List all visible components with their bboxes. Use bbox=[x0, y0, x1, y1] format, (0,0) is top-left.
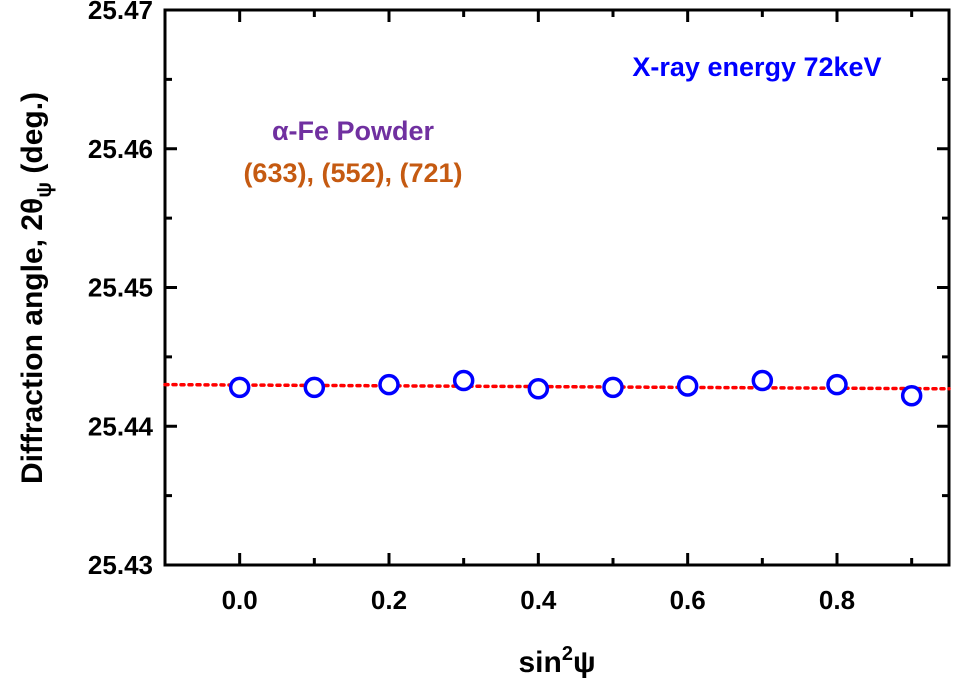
y-tick-label: 25.45 bbox=[88, 273, 153, 303]
plot-area bbox=[163, 8, 951, 567]
data-point bbox=[900, 384, 923, 407]
y-tick-label: 25.47 bbox=[88, 0, 153, 25]
data-point bbox=[303, 376, 326, 399]
x-tick-label: 0.4 bbox=[520, 585, 557, 615]
x-tick-label: 0.6 bbox=[670, 585, 706, 615]
data-point bbox=[378, 373, 400, 396]
x-tick-label: 0.2 bbox=[371, 585, 407, 615]
y-tick-label: 25.46 bbox=[88, 134, 153, 164]
y-axis-title-tail: (deg.) bbox=[16, 92, 49, 182]
data-point bbox=[751, 369, 774, 392]
data-points bbox=[228, 369, 923, 407]
annotation-material: α-Fe Powder bbox=[272, 116, 435, 146]
y-tick-label: 25.43 bbox=[88, 550, 153, 580]
data-point bbox=[228, 376, 251, 399]
y-axis-title: Diffraction angle, 2θψ (deg.) bbox=[16, 92, 56, 484]
x-axis-title-superscript: 2 bbox=[562, 643, 573, 665]
x-axis-title: sin2ψ bbox=[518, 643, 595, 679]
data-point bbox=[826, 373, 848, 396]
annotation-xray-energy: X-ray energy 72keV bbox=[632, 52, 881, 82]
annotation-reflections: (633), (552), (721) bbox=[243, 158, 462, 188]
y-tick-label: 25.44 bbox=[88, 411, 154, 441]
y-axis-ticks: 25.43 25.44 25.45 25.46 25.47 bbox=[88, 0, 949, 580]
y-axis-title-base: Diffraction angle, 2θ bbox=[16, 198, 49, 484]
data-point bbox=[527, 378, 550, 400]
plot-frame bbox=[163, 8, 951, 567]
x-axis-ticks: 0.0 0.2 0.4 0.6 0.8 bbox=[222, 10, 914, 615]
x-tick-label: 0.8 bbox=[819, 585, 855, 615]
fit-line bbox=[163, 382, 951, 391]
x-axis-title-base: sin bbox=[518, 646, 561, 679]
x-axis-title-tail: ψ bbox=[573, 646, 596, 679]
fit-line-group bbox=[163, 382, 951, 391]
data-point bbox=[602, 376, 624, 399]
data-point bbox=[452, 369, 475, 392]
y-axis-title-subscript: ψ bbox=[33, 182, 56, 198]
data-point bbox=[676, 375, 699, 397]
x-tick-label: 0.0 bbox=[222, 585, 258, 615]
